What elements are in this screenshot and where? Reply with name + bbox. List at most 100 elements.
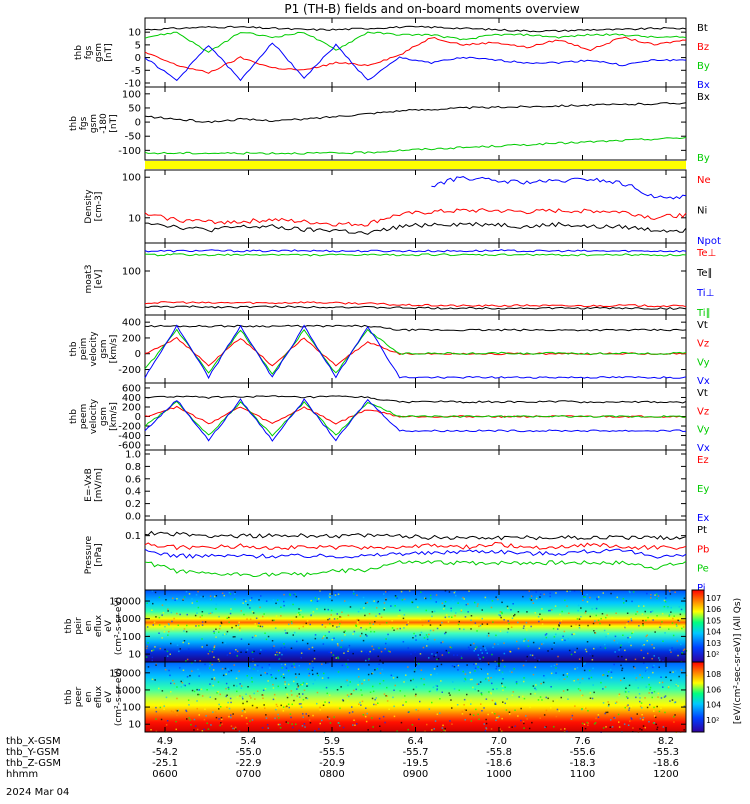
series-line-temperature-1 [144, 305, 687, 310]
spectrogram-pixel [541, 608, 543, 610]
plot-title: P1 (TH-B) fields and on-board moments ov… [284, 2, 580, 16]
y-axis-label-word: gsm [99, 407, 109, 426]
spectrogram-pixel [560, 728, 562, 731]
spectrogram-pixel [170, 682, 172, 685]
spectrogram-pixel [522, 695, 524, 698]
spectrogram-pixel [452, 681, 454, 683]
spectrogram-pixel [423, 637, 426, 639]
series-line-temperature-3 [144, 253, 687, 257]
spectrogram-pixel [208, 612, 210, 615]
spectrogram-pixel [465, 709, 467, 711]
spectrogram-pixel [234, 726, 237, 729]
spectrogram-pixel [386, 700, 389, 702]
spectrogram-pixel [282, 673, 285, 676]
spectrogram-pixel [364, 614, 366, 617]
spectrogram-pixel [497, 716, 499, 719]
spectrogram-pixel [383, 609, 385, 611]
spectrogram-pixel [321, 637, 324, 639]
spectrogram-pixel [501, 682, 503, 685]
spectrogram-pixel [656, 728, 658, 731]
spectrogram-pixel [285, 686, 287, 689]
spectrogram-pixel [669, 649, 671, 651]
spectrogram-pixel [600, 681, 602, 684]
spectrogram-pixel [451, 723, 453, 725]
spectrogram-pixel [260, 595, 262, 597]
spectrogram-pixel [463, 704, 465, 706]
legend-entry: Bx [697, 92, 710, 103]
y-axis-label-word: thb [69, 116, 79, 131]
spectrogram-pixel [353, 719, 355, 721]
spectrogram-pixel [213, 646, 216, 648]
spectrogram-pixel [357, 610, 360, 613]
spectrogram-pixel [329, 622, 331, 625]
spectrogram-pixel [512, 603, 514, 605]
spectrogram-pixel [483, 707, 485, 709]
spectrogram-pixel [640, 649, 643, 652]
orbit-value: 0700 [236, 769, 261, 780]
spectrogram-pixel [550, 665, 553, 668]
spectrogram-pixel [581, 708, 583, 710]
spectrogram-pixel [204, 663, 206, 666]
orbit-row-label: thb_Z-GSM [6, 758, 61, 769]
spectrogram-pixel [622, 634, 624, 636]
spectrogram-pixel [472, 714, 475, 716]
spectrogram-pixel [224, 642, 227, 644]
spectrogram-pixel [297, 686, 299, 688]
spectrogram-pixel [584, 596, 586, 598]
spectrogram-pixel [673, 701, 676, 704]
spectrogram-pixel [665, 676, 667, 678]
spectrogram-pixel [414, 651, 416, 653]
spectrogram-pixel [346, 694, 349, 696]
spectrogram-pixel [593, 723, 596, 725]
spectrogram-pixel [415, 639, 417, 641]
spectrogram-pixel [329, 596, 331, 598]
spectrogram-pixel [325, 600, 327, 602]
spectrogram-pixel [293, 663, 295, 665]
spectrogram-pixel [280, 647, 283, 649]
spectrogram-pixel [586, 593, 588, 596]
y-tick-label: 100 [122, 89, 141, 100]
spectrogram-pixel [284, 683, 286, 686]
spectrogram-pixel [308, 674, 310, 677]
orbit-value: 6.4 [408, 736, 424, 747]
legend-entry: Te∥ [696, 268, 713, 279]
spectrogram-pixel [584, 727, 587, 730]
spectrogram-pixel [535, 684, 537, 686]
spectrogram-pixel [191, 662, 193, 664]
spectrogram-pixel [160, 718, 163, 721]
spectrogram-pixel [272, 698, 275, 701]
spectrogram-pixel [505, 709, 508, 711]
spectrogram-pixel [630, 644, 632, 647]
spectrogram-pixel [433, 655, 435, 658]
spectrogram-pixel [594, 722, 597, 724]
spectrogram-pixel [454, 590, 456, 593]
spectrogram-pixel [497, 598, 499, 601]
spectrogram-pixel [218, 615, 220, 618]
spectrogram-pixel [651, 692, 653, 694]
legend-entry: Vy [697, 425, 710, 436]
spectrogram-pixel [414, 668, 416, 671]
spectrogram-pixel [457, 669, 459, 671]
spectrogram-pixel [456, 654, 459, 656]
colorbar-ion-tick: 107 [706, 594, 721, 603]
spectrogram-pixel [486, 623, 489, 625]
spectrogram-pixel [258, 622, 260, 624]
spectrogram-pixel [645, 619, 647, 622]
spectrogram-pixel [329, 593, 331, 595]
spectrogram-pixel [456, 704, 459, 706]
spectrogram-pixel [183, 684, 185, 686]
spectrogram-pixel [336, 689, 339, 691]
orbit-value: 4.9 [157, 736, 173, 747]
spectrogram-pixel [650, 597, 652, 599]
spectrogram-pixel [179, 667, 181, 669]
spectrogram-pixel [170, 710, 173, 712]
spectrogram-pixel [340, 646, 342, 648]
y-tick-label: 0 [135, 53, 141, 64]
spectrogram-pixel [169, 674, 171, 677]
spectrogram-pixel [191, 689, 194, 692]
spectrogram-pixel [413, 670, 416, 673]
spectrogram-pixel [241, 715, 243, 717]
spectrogram-pixel [548, 609, 550, 612]
spectrogram-pixel [571, 714, 574, 717]
colorbar-electron [691, 661, 705, 733]
